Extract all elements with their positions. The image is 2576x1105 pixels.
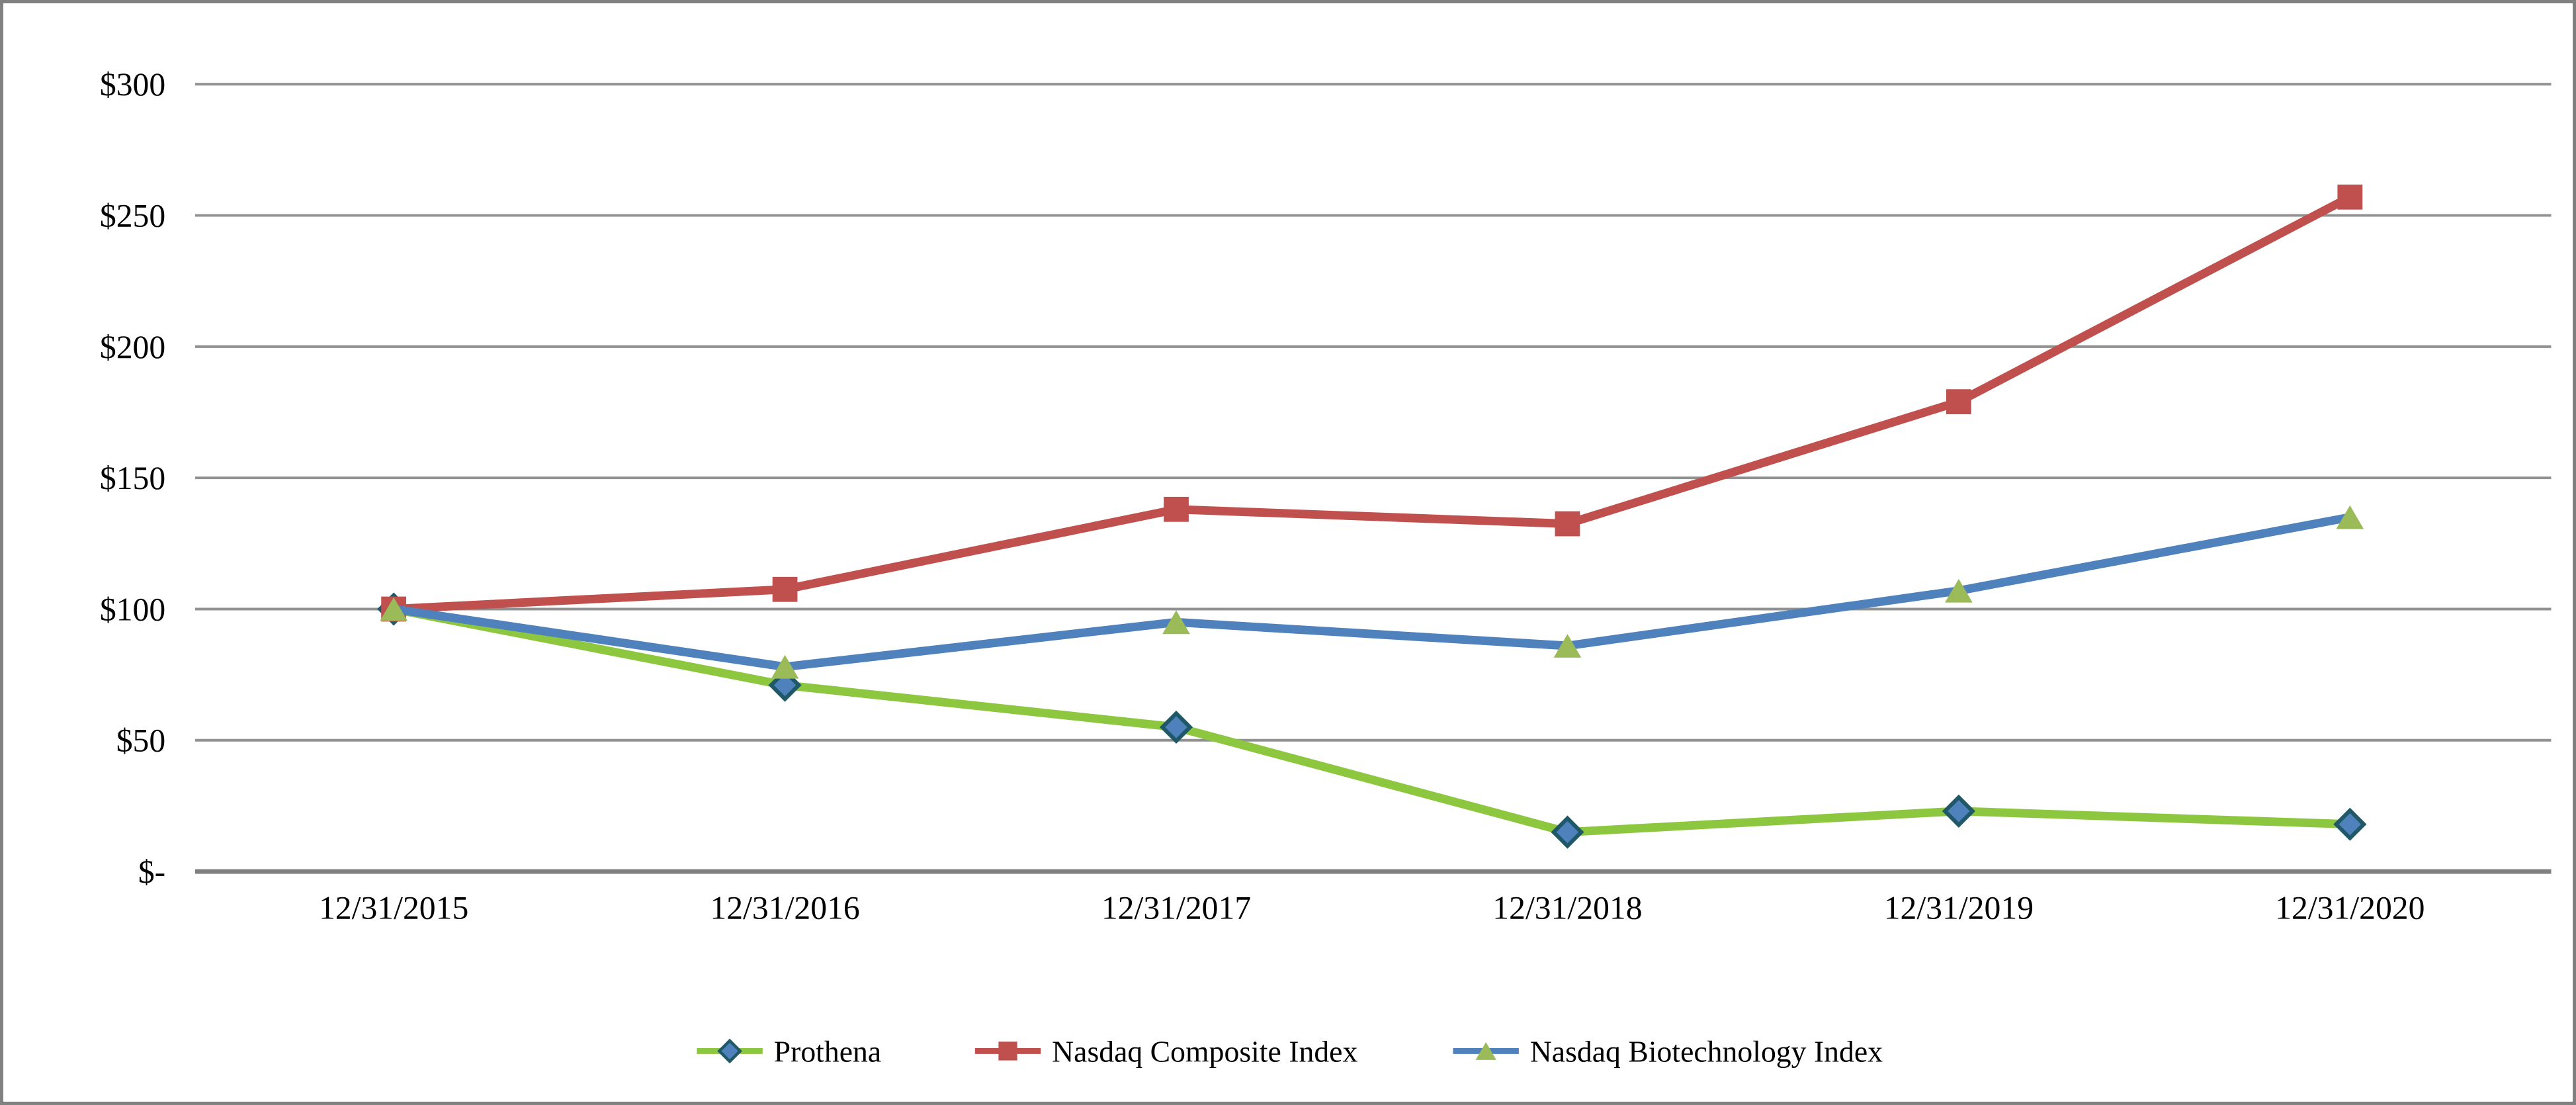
y-tick-label: $250 (100, 197, 165, 234)
y-tick-label: $- (138, 854, 165, 890)
x-tick-label: 12/31/2016 (710, 890, 859, 926)
x-tick-label: 12/31/2015 (319, 890, 468, 926)
x-tick-label: 12/31/2017 (1101, 890, 1251, 926)
diamond-marker (2333, 807, 2367, 841)
triangle-marker (1162, 610, 1190, 635)
x-tick-label: 12/31/2020 (2275, 890, 2425, 926)
triangle-marker (380, 597, 408, 621)
y-tick-label: $150 (100, 460, 165, 496)
y-tick-label: $200 (100, 329, 165, 365)
y-tick-label: $100 (100, 591, 165, 627)
triangle-marker (1553, 634, 1582, 658)
diamond-marker (768, 668, 802, 702)
y-tick-label: $50 (116, 723, 166, 759)
diamond-marker (1159, 710, 1193, 744)
y-axis-labels: $300 $250 $200 $150 $100 $50 $- (100, 66, 165, 890)
legend-label: Nasdaq Biotechnology Index (1530, 1034, 1883, 1068)
diamond-marker (1942, 794, 1975, 828)
legend: Prothena Nasdaq Composite Index Nasdaq Bio… (697, 1034, 1883, 1068)
series-line-nasdaq-biotechnology-index (389, 513, 2354, 672)
legend-item-nasdaq-composite-index: Nasdaq Composite Index (974, 1034, 1357, 1068)
legend-label: Nasdaq Composite Index (1052, 1034, 1357, 1068)
diamond-marker (717, 1038, 742, 1064)
triangle-marker (1945, 578, 1973, 603)
triangle-marker (2336, 505, 2364, 529)
series-nasdaq-composite-index (381, 184, 2363, 622)
square-marker (1946, 389, 1971, 415)
performance-line-chart: $300$250$200$150$100$50$-12/31/2015 12/31… (100, 66, 2552, 1068)
square-marker (998, 1041, 1017, 1061)
legend-item-prothena: Prothena (697, 1034, 881, 1068)
gridlines (194, 83, 2552, 874)
x-tick-label: 12/31/2019 (1884, 890, 2034, 926)
square-marker (1555, 511, 1580, 537)
series-line-prothena (389, 605, 2354, 837)
x-tick-label: 12/31/2018 (1492, 890, 1642, 926)
square-marker (2337, 184, 2363, 210)
x-axis-labels: 12/31/2015 12/31/2016 12/31/2017 12/31/2018… (319, 890, 2425, 926)
triangle-marker (1475, 1042, 1496, 1060)
y-tick-label: $300 (100, 66, 165, 103)
legend-item-nasdaq-biotechnology-index: Nasdaq Biotechnology Index (1453, 1034, 1883, 1068)
series-prothena (377, 592, 2367, 849)
square-marker (1164, 496, 1189, 522)
square-marker (772, 576, 798, 602)
diamond-marker (1551, 815, 1584, 849)
series-nasdaq-biotechnology-index (380, 505, 2364, 679)
legend-label: Prothena (774, 1034, 882, 1068)
triangle-marker (771, 654, 799, 679)
series-line-nasdaq-composite-index (389, 193, 2354, 613)
